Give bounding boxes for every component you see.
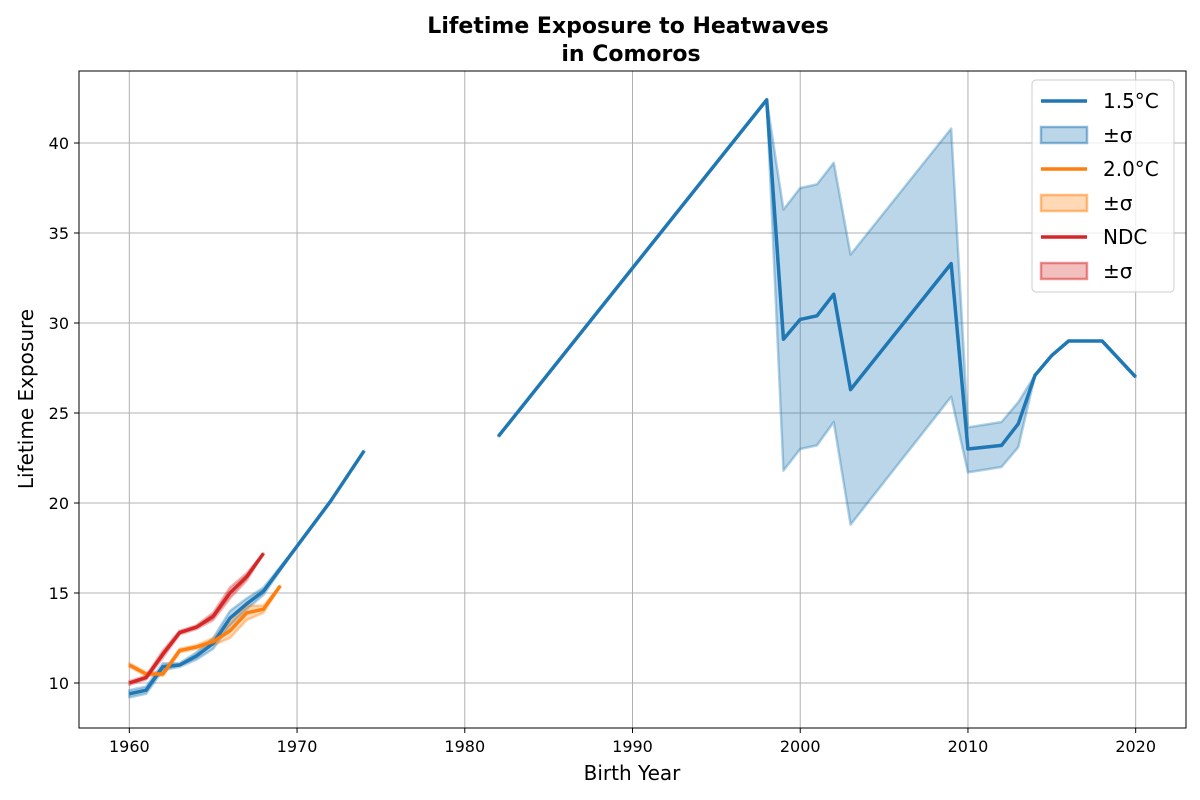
series-2p0c-line: [128, 584, 282, 676]
y-tick-label: 35: [49, 224, 69, 243]
x-tick-label: 1990: [612, 737, 653, 756]
legend-label-series-2p0c: 2.0°C: [1103, 157, 1159, 181]
x-tick-label: 2000: [780, 737, 821, 756]
legend-swatch-series-ndc-band: [1039, 261, 1089, 281]
legend-label-series-ndc: NDC: [1103, 225, 1147, 249]
series-1p5c-line: [128, 449, 366, 696]
y-tick-label: 30: [49, 314, 69, 333]
series-lines: [128, 98, 1137, 696]
series-1p5c-line: [496, 98, 1137, 451]
legend-box: [1031, 79, 1175, 293]
legend-swatch-series-1p5c-band: [1039, 125, 1089, 145]
y-tick-label: 15: [49, 584, 69, 603]
y-axis-label: Lifetime Exposure: [14, 309, 38, 489]
x-tick-label: 2020: [1115, 737, 1156, 756]
series-ndc-line: [128, 552, 265, 685]
y-axis-ticks: 10 15 20 25 30 35 40: [49, 134, 79, 693]
legend-swatch-series-2p0c-band: [1039, 193, 1089, 213]
legend-label-series-1p5c: 1.5°C: [1103, 89, 1159, 113]
legend: 1.5°C ±σ 2.0°C ±σ NDC ±σ: [1031, 79, 1175, 293]
legend-label-series-1p5c-band: ±σ: [1103, 123, 1133, 147]
y-tick-label: 20: [49, 494, 69, 513]
legend-label-series-ndc-band: ±σ: [1103, 259, 1133, 283]
x-tick-label: 1960: [109, 737, 150, 756]
y-tick-label: 10: [49, 674, 69, 693]
x-tick-label: 2010: [948, 737, 989, 756]
y-tick-label: 40: [49, 134, 69, 153]
x-tick-label: 1980: [444, 737, 485, 756]
x-axis-ticks: 1960 1970 1980 1990 2000 2010 2020: [109, 728, 1156, 756]
x-axis-label: Birth Year: [584, 761, 681, 785]
chart-title-line1: Lifetime Exposure to Heatwaves: [427, 14, 828, 39]
x-tick-label: 1970: [277, 737, 318, 756]
legend-label-series-2p0c-band: ±σ: [1103, 191, 1133, 215]
chart-title-line2: in Comoros: [561, 42, 700, 67]
y-tick-label: 25: [49, 404, 69, 423]
